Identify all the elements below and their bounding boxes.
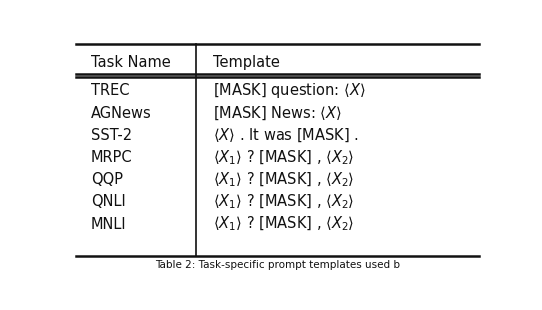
- Text: QQP: QQP: [91, 172, 123, 187]
- Text: $\langle X_1 \rangle$ ? [MASK] , $\langle X_2 \rangle$: $\langle X_1 \rangle$ ? [MASK] , $\langl…: [212, 170, 354, 189]
- Text: $\langle X_1 \rangle$ ? [MASK] , $\langle X_2 \rangle$: $\langle X_1 \rangle$ ? [MASK] , $\langl…: [212, 148, 354, 167]
- Text: Table 2: Task-specific prompt templates used b: Table 2: Task-specific prompt templates …: [155, 260, 401, 270]
- Text: SST-2: SST-2: [91, 128, 132, 143]
- Text: MRPC: MRPC: [91, 150, 132, 165]
- Text: $\langle X_1 \rangle$ ? [MASK] , $\langle X_2 \rangle$: $\langle X_1 \rangle$ ? [MASK] , $\langl…: [212, 215, 354, 233]
- Text: Task Name: Task Name: [91, 55, 171, 70]
- Text: Template: Template: [212, 55, 280, 70]
- Text: [MASK] News: $\langle X \rangle$: [MASK] News: $\langle X \rangle$: [212, 104, 341, 122]
- Text: $\langle X_1 \rangle$ ? [MASK] , $\langle X_2 \rangle$: $\langle X_1 \rangle$ ? [MASK] , $\langl…: [212, 193, 354, 211]
- Text: [MASK] question: $\langle X \rangle$: [MASK] question: $\langle X \rangle$: [212, 82, 365, 100]
- Text: TREC: TREC: [91, 83, 130, 98]
- Text: AGNews: AGNews: [91, 106, 152, 121]
- Text: QNLI: QNLI: [91, 194, 126, 209]
- Text: MNLI: MNLI: [91, 217, 126, 232]
- Text: $\langle X \rangle$ . It was [MASK] .: $\langle X \rangle$ . It was [MASK] .: [212, 126, 359, 144]
